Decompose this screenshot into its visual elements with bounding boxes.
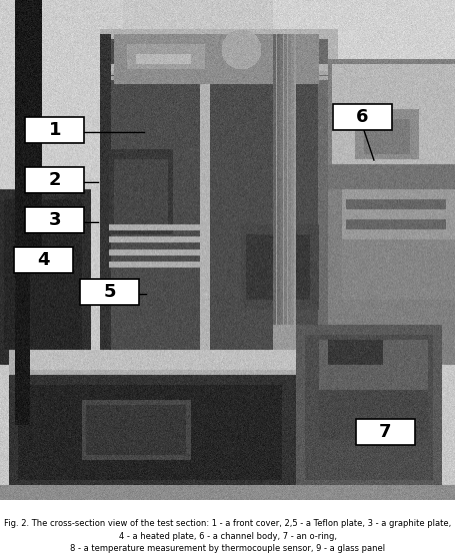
Text: 6: 6 [355,108,368,126]
Bar [25,167,84,192]
Bar [25,207,84,232]
Bar [332,104,391,130]
Bar [80,279,139,305]
Text: 4: 4 [37,251,50,269]
Bar [25,117,84,143]
Text: 7: 7 [378,423,391,441]
Text: 1: 1 [48,121,61,138]
Text: 5: 5 [103,283,116,301]
Text: 3: 3 [48,211,61,229]
Bar [14,247,73,273]
Text: Fig. 2. The cross-section view of the test section: 1 - a front cover, 2,5 - a T: Fig. 2. The cross-section view of the te… [5,519,450,553]
Text: 2: 2 [48,171,61,188]
Bar [355,419,414,445]
